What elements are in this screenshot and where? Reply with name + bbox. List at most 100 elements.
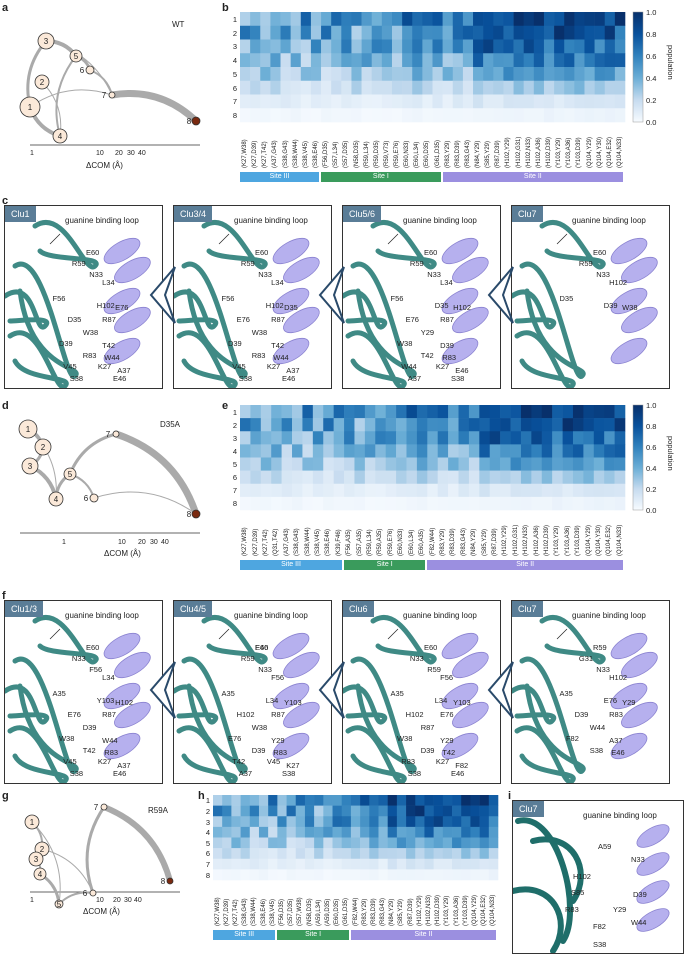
structure-svg [5, 220, 151, 388]
heatmap-b-cell [341, 39, 352, 54]
heatmap-b-cell [321, 108, 332, 123]
heatmap-e-cell [489, 457, 501, 471]
heatmap-h-cell [258, 816, 269, 828]
helix [103, 237, 141, 265]
heatmap-b-col-label: (Y103,D39) [576, 137, 583, 168]
panel-e-letter: e [222, 400, 229, 412]
heatmap-e-cell [375, 418, 386, 432]
heatmap-b-cell [513, 108, 524, 123]
heatmap-e-col-label: (R59,A35) [377, 528, 384, 556]
heatmap-h-cell [378, 837, 388, 849]
heatmap-b-cell [412, 25, 423, 40]
heatmap-b-cell [523, 39, 535, 54]
heatmap-b-cell [412, 67, 423, 82]
heatmap-h-col-label: (N58,D35) [306, 898, 313, 926]
heatmap-h-cell [314, 816, 324, 828]
heatmap-b-cell [371, 53, 383, 68]
residue-label: D39 [440, 340, 454, 350]
network-g-node-label: 4 [38, 870, 43, 879]
residue-label: E46 [450, 769, 465, 779]
heatmap-h-cell [341, 858, 352, 870]
heatmap-b-cell [432, 25, 443, 40]
heatmap-b-cell [250, 53, 261, 68]
heatmap-b-cell [473, 94, 484, 109]
heatmap-b-cell [564, 25, 575, 40]
heatmap-b-cell [300, 25, 312, 40]
heatmap-h-cell [249, 858, 260, 870]
heatmap-h-cell [295, 826, 306, 838]
heatmap-b-cell [554, 67, 565, 82]
heatmap-e-cell [500, 496, 511, 511]
residue-label: A37 [609, 735, 623, 745]
heatmap-e-cell [489, 483, 501, 498]
heatmap-h-cell [341, 805, 352, 817]
heatmap-e-cell [385, 444, 397, 458]
heatmap-b-cell [321, 67, 332, 82]
heatmap-h-cell [304, 869, 315, 881]
heatmap-h-cell [424, 816, 434, 828]
heatmap-e-cell [510, 418, 522, 432]
heatmap-b-cell [564, 80, 575, 95]
heatmap-e-cell [479, 405, 491, 419]
heatmap-h-col-label: (N84,Y29) [389, 898, 396, 926]
heatmap-h-cell [470, 848, 480, 860]
heatmap-h-cell [378, 826, 388, 838]
heatmap-h-cell [479, 816, 490, 828]
heatmap-b-cell [493, 12, 504, 27]
heatmap-b-cell [341, 53, 352, 68]
helix [103, 682, 141, 710]
heatmap-b-col-label: (K27,W38) [242, 139, 249, 168]
helix [283, 256, 320, 284]
heatmap-h-cell [470, 869, 480, 881]
residue-label: A37 [407, 374, 422, 384]
heatmap-e-cell [437, 431, 449, 445]
protein-ribbon [174, 289, 219, 330]
network-d-node-label: 1 [26, 425, 31, 434]
heatmap-b-cell [513, 53, 524, 68]
residue-label: E46 [281, 374, 296, 384]
heatmap-e-cell [344, 470, 355, 485]
heatmap-e-cell [396, 431, 407, 445]
residue-label: R87 [271, 710, 285, 720]
heatmap-e-col-label: (R59,E76) [387, 528, 394, 556]
heatmap-b-cell [574, 25, 585, 40]
heatmap-e-cell [427, 470, 439, 485]
heatmap-b-col-label: (N58,D35) [353, 140, 360, 168]
heatmap-h-cell [323, 837, 333, 849]
heatmap-b-cell [614, 67, 626, 82]
heatmap-b-cell [594, 53, 606, 68]
heatmap-e-cell [354, 496, 366, 511]
heatmap-e-cell [323, 418, 334, 432]
heatmap-e-cell [604, 470, 615, 485]
heatmap-e-col-label: (K27,W38) [242, 527, 249, 556]
heatmap-b-cell [402, 53, 413, 68]
heatmap-h-cell [332, 858, 343, 870]
heatmap-e-col-label: (H102,D39) [543, 524, 550, 556]
heatmap-e-cell [604, 431, 615, 445]
structure-clu1: Clu1 guanine binding loop E60 R59 N33 L34 F56 H… [4, 205, 163, 389]
heatmap-b-col-label: (K27,D39) [252, 140, 259, 168]
heatmap-b-col-label: (Q104,E32) [606, 136, 613, 168]
residue-label: E60 [423, 643, 438, 653]
heatmap-b-cell [402, 39, 413, 54]
heatmap-b-cell [473, 12, 484, 27]
heatmap-e-cell [271, 496, 282, 511]
residue-label: F82 [593, 922, 606, 931]
heatmap-h-cell [268, 837, 278, 849]
heatmap-b-col-label: (Y103,A36) [566, 137, 573, 168]
heatmap-h-cell [396, 795, 407, 806]
heatmap-b-col-label: (R83,D39) [454, 140, 461, 168]
heatmap-b-cell [412, 39, 423, 54]
protein-ribbon [530, 836, 584, 904]
residue-label: E60 [254, 248, 269, 258]
heatmap-e-cell [593, 496, 605, 511]
heatmap-h-cell [240, 848, 251, 860]
heatmap-e-cell [385, 470, 397, 485]
heatmap-b-cell [473, 25, 484, 40]
heatmap-h-cell [378, 848, 388, 860]
heatmap-e-cell [552, 457, 563, 471]
heatmap-b-cell [260, 108, 271, 123]
residue-label: E46 [455, 366, 469, 376]
helix [621, 256, 658, 284]
heatmap-h-cell [323, 869, 333, 881]
